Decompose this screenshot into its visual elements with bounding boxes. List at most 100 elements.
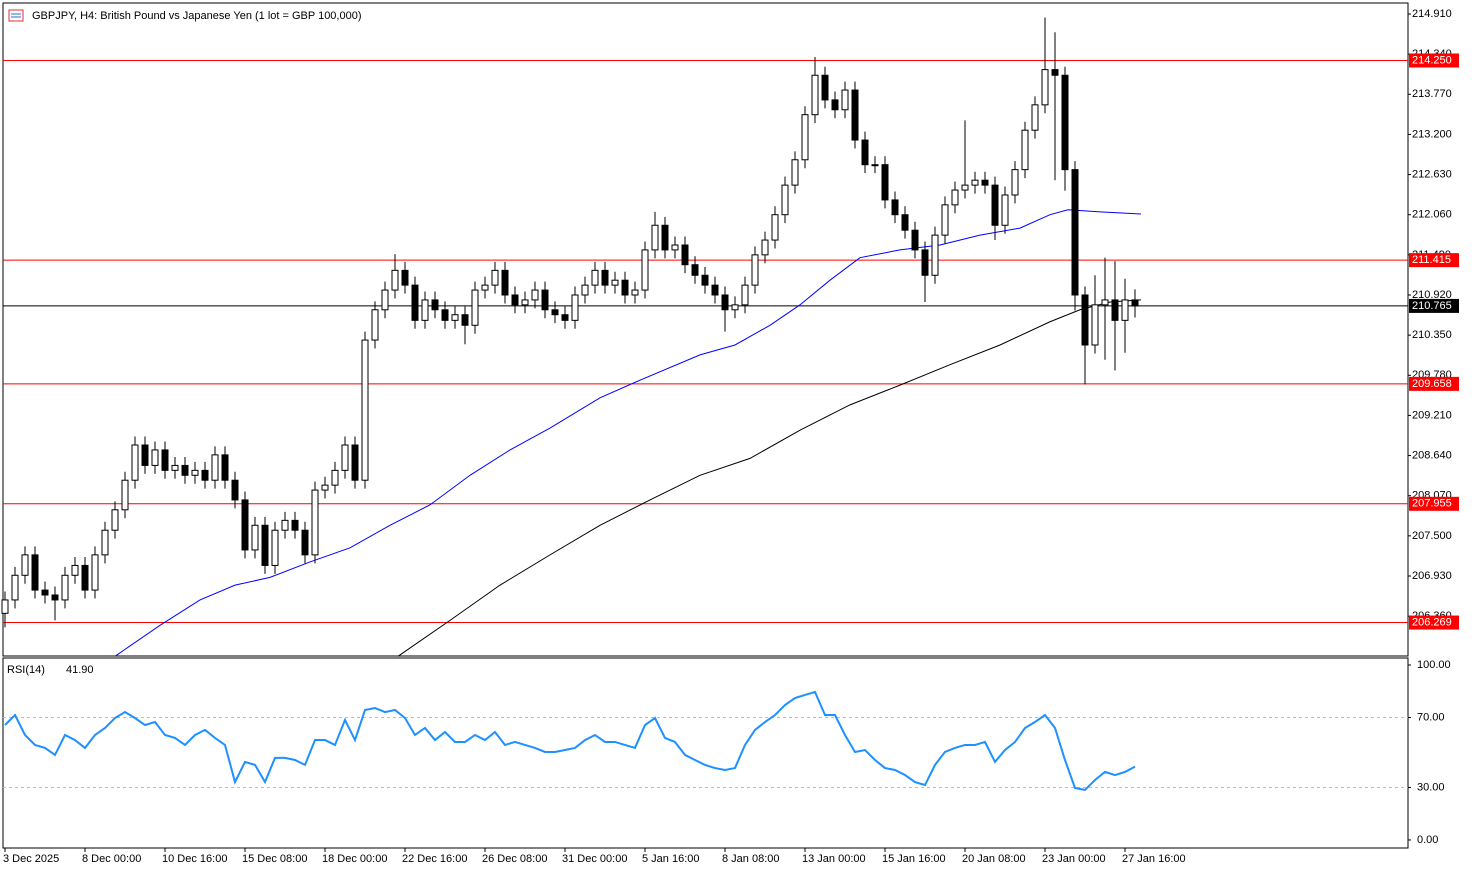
candle-body (31, 554, 39, 591)
rsi-tick-label: 30.00 (1417, 781, 1445, 793)
rsi-panel (2, 657, 1409, 849)
candle-body (1001, 194, 1009, 226)
candle-body (531, 289, 539, 301)
level-label: 211.415 (1412, 254, 1451, 266)
y-tick-label: 212.060 (1412, 209, 1452, 221)
candle-body (191, 469, 199, 476)
candle-body (331, 469, 339, 486)
candle-body (621, 279, 629, 296)
candle-body (471, 289, 479, 326)
level-tag (1409, 53, 1459, 68)
x-tick-label: 15 Dec 08:00 (242, 853, 307, 865)
y-tick-label: 206.930 (1412, 570, 1452, 582)
candle-body (81, 564, 89, 591)
candle-body (131, 444, 139, 481)
x-tick-label: 20 Jan 08:00 (962, 853, 1026, 865)
candle-body (691, 264, 699, 276)
candle-body (861, 139, 869, 166)
y-tick-label: 213.200 (1412, 128, 1452, 140)
candle-body (241, 499, 249, 551)
level-label: 214.250 (1412, 54, 1452, 66)
candle-body (341, 444, 349, 471)
candle-body (591, 269, 599, 286)
candle-body (781, 184, 789, 216)
candle-body (1091, 304, 1099, 346)
x-tick-label: 22 Dec 16:00 (402, 853, 467, 865)
candle-body (561, 314, 569, 321)
candle-body (921, 249, 929, 276)
candle-body (431, 299, 439, 311)
candle-body (451, 314, 459, 321)
candle-body (951, 189, 959, 206)
candle-body (1061, 74, 1069, 171)
symbol-icon (8, 9, 24, 22)
candle-body (211, 454, 219, 481)
chart-title: GBPJPY, H4: British Pound vs Japanese Ye… (32, 10, 362, 22)
candle-body (611, 279, 619, 286)
candle-body (941, 204, 949, 236)
candle-body (601, 269, 609, 286)
candle-body (551, 309, 559, 316)
candle-body (11, 574, 19, 601)
candle-body (1011, 169, 1019, 196)
x-tick-label: 26 Dec 08:00 (482, 853, 547, 865)
candle-body (661, 224, 669, 251)
price-panel (2, 2, 1409, 657)
candle-body (391, 269, 399, 291)
level-tag (1409, 298, 1459, 313)
candle-body (371, 309, 379, 341)
level-label: 210.765 (1412, 300, 1452, 312)
level-tag (1409, 376, 1459, 391)
y-tick-label: 210.920 (1412, 289, 1452, 301)
candle-body (421, 299, 429, 321)
moving-average (114, 209, 1142, 657)
y-tick-label: 207.500 (1412, 530, 1452, 542)
candle-body (51, 594, 59, 601)
candle-body (801, 114, 809, 161)
x-tick-label: 8 Jan 08:00 (722, 853, 780, 865)
candle-body (911, 229, 919, 251)
candle-body (381, 289, 389, 311)
candle-body (851, 89, 859, 141)
rsi-tick-label: 100.00 (1417, 659, 1451, 671)
candle-body (221, 454, 229, 481)
candle-body (701, 274, 709, 286)
candle-body (91, 554, 99, 591)
candle-body (671, 244, 679, 251)
level-tag (1409, 496, 1459, 511)
x-tick-label: 8 Dec 00:00 (82, 853, 141, 865)
candle-body (1081, 294, 1089, 346)
level-label: 207.955 (1412, 498, 1452, 510)
candle-body (641, 249, 649, 291)
candle-body (711, 284, 719, 296)
candle-body (651, 224, 659, 251)
candle-body (301, 529, 309, 556)
candle-body (811, 74, 819, 116)
candle-body (1041, 69, 1049, 106)
candle-body (121, 479, 129, 511)
candle-body (521, 299, 529, 306)
candle-body (541, 289, 549, 311)
candle-body (231, 479, 239, 501)
candle-body (981, 179, 989, 186)
candle-body (401, 269, 409, 286)
level-label: 206.269 (1412, 616, 1452, 628)
y-tick-label: 212.630 (1412, 168, 1452, 180)
y-tick-label: 208.640 (1412, 449, 1452, 461)
candle-body (821, 74, 829, 101)
x-tick-label: 15 Jan 16:00 (882, 853, 946, 865)
candle-body (511, 294, 519, 306)
y-tick-label: 214.910 (1412, 8, 1452, 20)
candle-body (171, 464, 179, 471)
candle-body (411, 284, 419, 321)
level-tag (1409, 253, 1459, 268)
candle-body (41, 589, 49, 596)
candle-body (261, 524, 269, 566)
x-tick-label: 31 Dec 00:00 (562, 853, 627, 865)
candle-body (681, 244, 689, 266)
indicator-value: 41.90 (66, 664, 94, 676)
candle-body (71, 564, 79, 576)
candle-body (311, 489, 319, 556)
candle-body (991, 184, 999, 226)
